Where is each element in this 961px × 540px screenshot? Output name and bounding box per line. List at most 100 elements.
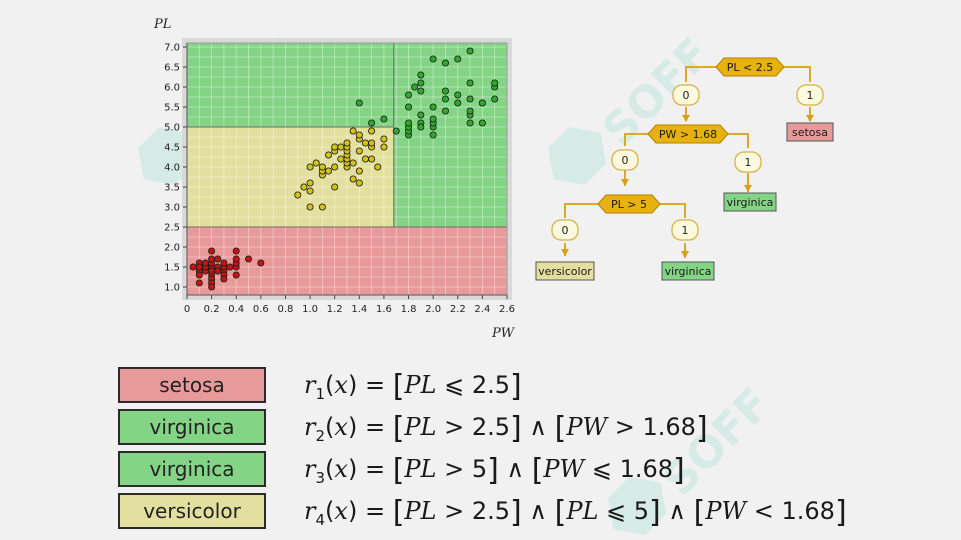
- data-point-virginica: [466, 119, 474, 127]
- branch-pl5-0-label: 0: [562, 224, 569, 237]
- data-point-virginica: [491, 95, 499, 103]
- rule-formula: r3(x) = [PL > 5] ∧ [PW ⩽ 1.68]: [304, 453, 685, 488]
- leaf-virginica-1-label: virginica: [727, 196, 774, 209]
- data-point-virginica: [466, 95, 474, 103]
- x-tick-label: 0.6: [253, 304, 269, 315]
- rule-class-versicolor: versicolor: [118, 493, 266, 529]
- data-point-setosa: [208, 267, 216, 275]
- data-point-setosa: [195, 279, 203, 287]
- data-point-virginica: [417, 111, 425, 119]
- branch-pl5-1-shape: [671, 219, 699, 241]
- data-point-setosa: [214, 255, 222, 263]
- data-point-setosa: [257, 259, 265, 267]
- data-point-virginica: [441, 87, 449, 95]
- tree-node-root-shape: [715, 57, 785, 77]
- tree-node-root-label: PL < 2.5: [727, 61, 773, 74]
- y-tick-label: 3.0: [164, 203, 180, 214]
- data-point-virginica: [405, 91, 413, 99]
- data-point-virginica: [429, 55, 437, 63]
- watermark-hex: [138, 126, 197, 185]
- data-point-virginica: [454, 55, 462, 63]
- tree-arrowhead: [744, 185, 752, 192]
- data-point-versicolor: [380, 143, 388, 151]
- leaf-versicolor-label: versicolor: [538, 265, 592, 278]
- rule-class-virginica: virginica: [118, 451, 266, 487]
- tree-arrowhead: [682, 115, 690, 122]
- data-point-setosa: [220, 259, 228, 267]
- region-versicolor: [187, 127, 394, 227]
- data-point-versicolor: [349, 127, 357, 135]
- branch-pw-0-label: 0: [622, 154, 629, 167]
- watermark-hex: [608, 476, 667, 535]
- x-tick-label: 1.8: [401, 304, 417, 315]
- data-point-versicolor: [343, 139, 351, 147]
- y-tick-label: 1.0: [164, 283, 180, 294]
- data-point-virginica: [466, 79, 474, 87]
- y-tick-label: 1.5: [164, 263, 180, 274]
- data-point-virginica: [417, 123, 425, 131]
- data-point-setosa: [195, 263, 203, 271]
- data-point-virginica: [441, 107, 449, 115]
- data-point-setosa: [232, 247, 240, 255]
- x-axis-label: PW: [491, 326, 516, 340]
- branch-root-0-shape: [672, 84, 700, 106]
- x-tick-label: 1.6: [376, 304, 392, 315]
- tree-node-pw-label: PW > 1.68: [659, 128, 717, 141]
- tree-node-pw-shape: [647, 124, 729, 144]
- leaf-versicolor-shape: [535, 261, 595, 281]
- data-point-virginica: [392, 127, 400, 135]
- data-point-setosa: [208, 247, 216, 255]
- rule-formula: r1(x) = [PL ⩽ 2.5]: [304, 369, 522, 404]
- data-point-virginica: [417, 79, 425, 87]
- rule-formula: r2(x) = [PL > 2.5] ∧ [PW > 1.68]: [304, 411, 708, 446]
- data-point-virginica: [405, 119, 413, 127]
- data-point-versicolor: [294, 191, 302, 199]
- data-point-virginica: [466, 107, 474, 115]
- data-point-versicolor: [355, 131, 363, 139]
- data-point-virginica: [478, 99, 486, 107]
- x-tick-label: 2.4: [474, 304, 490, 315]
- data-point-setosa: [232, 255, 240, 263]
- tree-edge: [725, 133, 749, 148]
- y-tick-label: 4.0: [164, 163, 180, 174]
- data-point-virginica: [380, 115, 388, 123]
- tree-edge: [624, 133, 651, 146]
- tree-arrowhead: [806, 115, 814, 122]
- rule-class-virginica: virginica: [118, 409, 266, 445]
- rule-formula: r4(x) = [PL > 2.5] ∧ [PL ⩽ 5] ∧ [PW < 1.…: [304, 495, 847, 530]
- data-point-versicolor: [355, 179, 363, 187]
- tree-node-pl5-label: PL > 5: [611, 198, 647, 211]
- data-point-virginica: [491, 79, 499, 87]
- branch-pw-0-shape: [611, 149, 639, 171]
- data-point-setosa: [201, 259, 209, 267]
- branch-root-0-label: 0: [683, 89, 690, 102]
- leaf-virginica-2-label: virginica: [665, 265, 712, 278]
- data-point-setosa: [245, 255, 253, 263]
- data-point-versicolor: [306, 163, 314, 171]
- y-axis-label: PL: [153, 17, 171, 32]
- y-tick-label: 5.5: [164, 103, 180, 114]
- y-tick-label: 6.5: [164, 63, 180, 74]
- branch-root-1-label: 1: [807, 89, 814, 102]
- data-point-versicolor: [318, 163, 326, 171]
- data-point-virginica: [429, 103, 437, 111]
- data-point-setosa: [208, 283, 216, 291]
- region-setosa: [187, 227, 507, 295]
- data-point-versicolor: [318, 203, 326, 211]
- data-point-setosa: [195, 271, 203, 279]
- x-tick-label: 2.2: [450, 304, 466, 315]
- data-point-versicolor: [337, 155, 345, 163]
- data-point-virginica: [429, 115, 437, 123]
- data-point-setosa: [232, 271, 240, 279]
- data-point-setosa: [226, 263, 234, 271]
- data-point-versicolor: [337, 143, 345, 151]
- y-tick-label: 2.5: [164, 223, 180, 234]
- data-point-versicolor: [306, 203, 314, 211]
- data-point-setosa: [214, 267, 222, 275]
- data-point-virginica: [355, 99, 363, 107]
- data-point-versicolor: [374, 163, 382, 171]
- data-point-versicolor: [325, 167, 333, 175]
- leaf-setosa-label: setosa: [792, 126, 828, 139]
- tree-node-pl5-shape: [597, 194, 661, 214]
- x-tick-label: 2.6: [499, 304, 515, 315]
